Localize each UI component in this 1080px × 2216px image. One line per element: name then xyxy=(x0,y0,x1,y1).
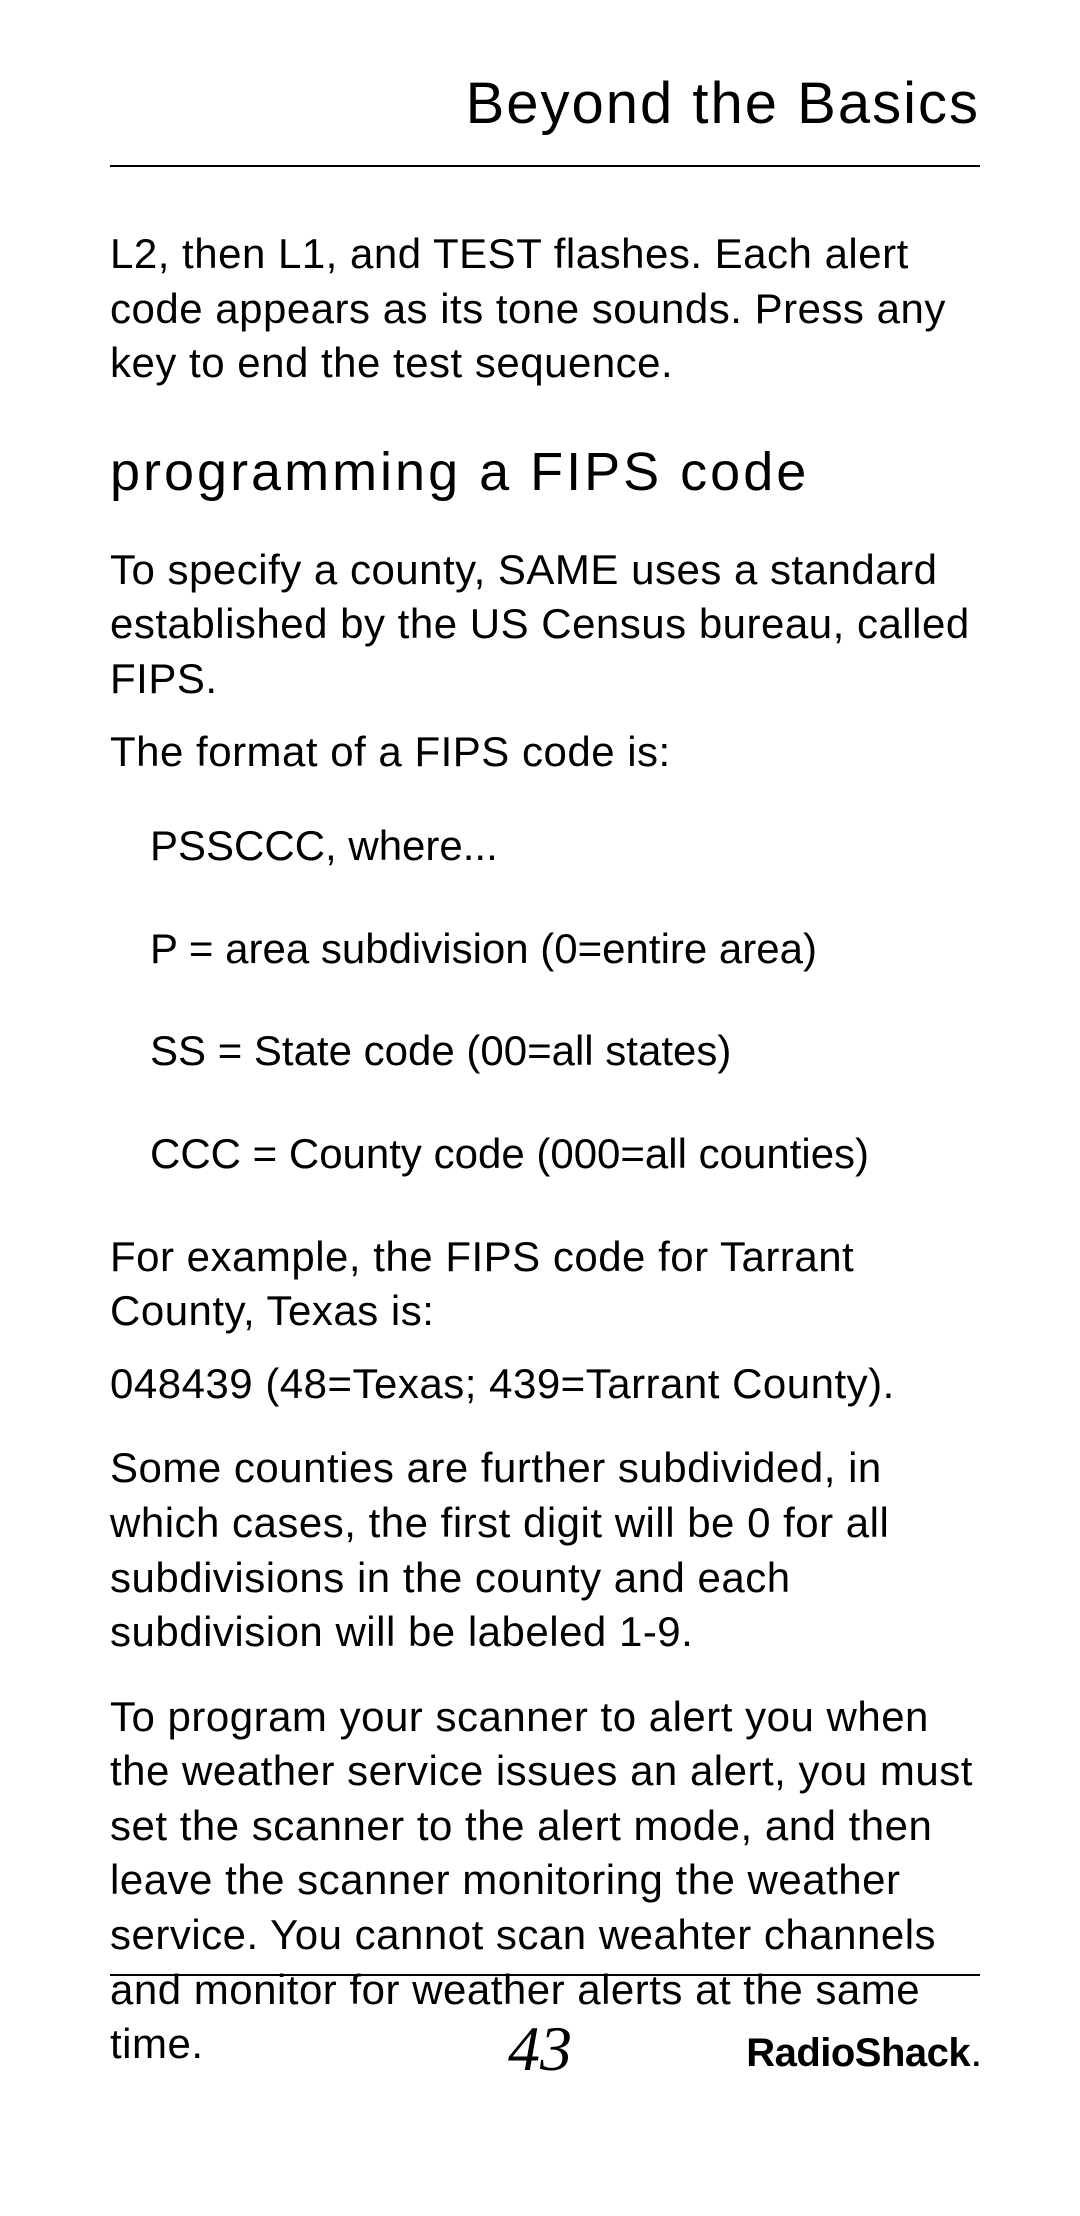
document-page: Beyond the Basics L2, then L1, and TEST … xyxy=(0,0,1080,2216)
footer-rule xyxy=(110,1974,980,1976)
paragraph-spec-county: To specify a county, SAME uses a standar… xyxy=(110,543,980,707)
intro-paragraph: L2, then L1, and TEST flashes. Each aler… xyxy=(110,227,980,391)
paragraph-example-intro: For example, the FIPS code for Tarrant C… xyxy=(110,1230,980,1339)
format-line-pssccc: PSSCCC, where... xyxy=(150,819,980,874)
brand-text: RadioShack xyxy=(746,2031,970,2075)
format-line-p: P = area subdivision (0=entire area) xyxy=(150,922,980,977)
format-line-ss: SS = State code (00=all states) xyxy=(150,1024,980,1079)
paragraph-subdivisions: Some counties are further subdivided, in… xyxy=(110,1441,980,1659)
page-header-title: Beyond the Basics xyxy=(110,70,980,137)
format-line-ccc: CCC = County code (000=all counties) xyxy=(150,1127,980,1182)
brand-dot-icon: . xyxy=(972,2040,980,2073)
paragraph-format-intro: The format of a FIPS code is: xyxy=(110,725,980,780)
brand-logo: RadioShack. xyxy=(746,2031,980,2076)
header-rule xyxy=(110,165,980,167)
paragraph-example-code: 048439 (48=Texas; 439=Tarrant County). xyxy=(110,1357,980,1412)
section-heading-fips: programming a FIPS code xyxy=(110,441,980,503)
